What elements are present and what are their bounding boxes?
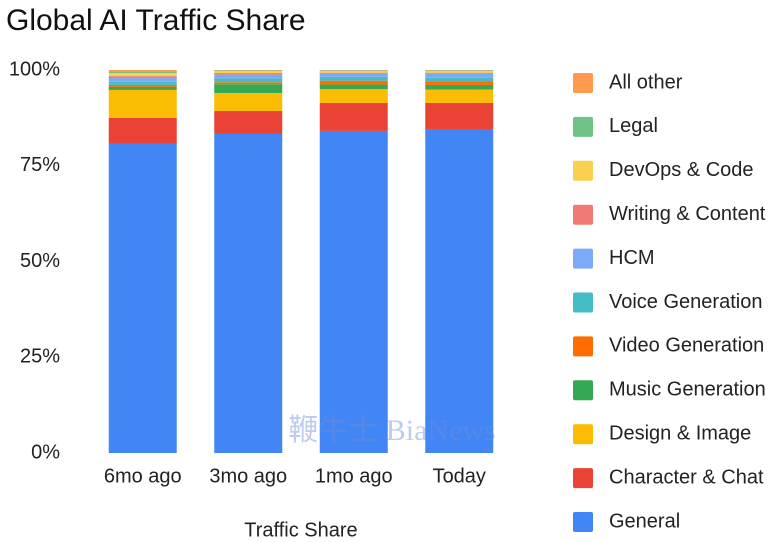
legend-swatch	[573, 512, 593, 532]
bar-segment	[319, 130, 388, 453]
legend-swatch	[573, 468, 593, 489]
legend-swatch	[573, 116, 593, 137]
bar-segment	[108, 84, 177, 87]
bar-segment	[319, 71, 388, 73]
legend-swatch	[573, 424, 593, 445]
bar-segment	[425, 70, 494, 72]
bar-segment	[214, 133, 283, 453]
legend-swatch	[573, 160, 593, 181]
bar-segment	[425, 84, 494, 90]
bar-segment	[108, 76, 177, 79]
bar-segment	[108, 86, 177, 90]
bar-segment	[425, 72, 494, 74]
y-tick-label: 100%	[9, 58, 60, 80]
legend-swatch	[573, 380, 593, 401]
bar-segment	[425, 89, 494, 103]
legend-label: DevOps & Code	[609, 159, 754, 181]
bar-segment	[214, 78, 283, 83]
bar-segment	[214, 82, 283, 85]
bar-segment	[425, 77, 494, 82]
legend-label: Writing & Content	[609, 203, 766, 225]
legend-swatch	[573, 204, 593, 225]
bar-segment	[108, 143, 177, 453]
bar-segment	[319, 102, 388, 131]
bar-segment	[425, 81, 494, 85]
legend-label: Voice Generation	[609, 291, 762, 313]
x-tick-label: Today	[433, 465, 486, 487]
bar-segment	[319, 80, 388, 85]
legend-swatch	[573, 336, 593, 357]
legend-swatch	[573, 248, 593, 269]
bar-segment	[108, 73, 177, 77]
bar-segment	[319, 70, 388, 72]
y-tick-label: 0%	[31, 441, 60, 463]
legend-label: Character & Chat	[609, 466, 764, 488]
legend-label: General	[609, 510, 680, 532]
y-tick-label: 50%	[20, 250, 60, 272]
bar-segment	[425, 102, 494, 129]
legend-label: HCM	[609, 247, 655, 269]
bar-segment	[108, 70, 177, 72]
legend-label: Legal	[609, 115, 658, 137]
bar-segment	[319, 73, 388, 77]
legend-label: Design & Image	[609, 422, 751, 444]
bar-segment	[425, 128, 494, 453]
bar-segment	[214, 74, 283, 79]
legend-swatch	[573, 73, 593, 93]
legend-label: All other	[609, 71, 683, 93]
bar-segment	[425, 73, 494, 78]
bars	[108, 70, 494, 453]
bar-segment	[214, 84, 283, 93]
bar-segment	[214, 73, 283, 75]
watermark: 鞭牛士 BiaNews	[288, 414, 495, 447]
x-tick-label: 1mo ago	[315, 465, 393, 487]
legend-label: Music Generation	[609, 379, 766, 401]
legend-label: Video Generation	[609, 335, 764, 357]
legend-swatch	[573, 292, 593, 313]
y-tick-label: 25%	[20, 346, 60, 368]
bar-segment	[108, 89, 177, 118]
bar-segment	[319, 76, 388, 81]
x-tick-label: 3mo ago	[209, 465, 287, 487]
bar-segment	[214, 71, 283, 74]
y-tick-label: 75%	[20, 154, 60, 176]
x-axis-title: Traffic Share	[244, 519, 357, 541]
x-tick-label: 6mo ago	[104, 465, 182, 487]
bar-segment	[214, 110, 283, 134]
bar-segment	[108, 71, 177, 74]
bar-segment	[214, 70, 283, 72]
bar-segment	[319, 72, 388, 74]
bar-segment	[425, 71, 494, 73]
chart-title: Global AI Traffic Share	[6, 4, 306, 37]
bar-segment	[108, 78, 177, 82]
bar-segment	[108, 81, 177, 85]
bar-segment	[214, 92, 283, 111]
bar-segment	[319, 84, 388, 90]
bar-segment	[108, 117, 177, 144]
bar-segment	[319, 89, 388, 103]
